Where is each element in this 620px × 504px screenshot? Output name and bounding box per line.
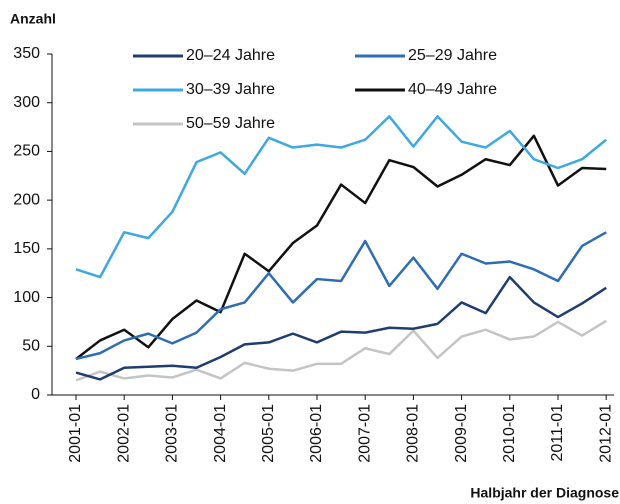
x-axis-title: Halbjahr der Diagnose xyxy=(470,485,619,501)
y-tick-label: 350 xyxy=(13,45,40,62)
legend-label: 40–49 Jahre xyxy=(408,81,497,98)
x-tick-label: 2012-01 xyxy=(597,404,614,463)
x-tick-label: 2001-01 xyxy=(67,404,84,463)
x-tick-label: 2002-01 xyxy=(115,404,132,463)
x-tick-label: 2008-01 xyxy=(405,404,422,463)
y-axis-title: Anzahl xyxy=(10,11,56,27)
y-tick-label: 300 xyxy=(13,94,40,111)
series-line xyxy=(75,231,607,361)
x-tick-label: 2007-01 xyxy=(356,404,373,463)
series-line xyxy=(75,319,607,382)
series-line xyxy=(75,134,607,360)
legend-label: 30–39 Jahre xyxy=(186,81,275,98)
y-tick-label: 0 xyxy=(31,386,40,403)
x-tick-label: 2010-01 xyxy=(501,404,518,463)
x-tick-label: 2004-01 xyxy=(212,404,229,463)
x-tick-label: 2009-01 xyxy=(453,404,470,463)
x-tick-label: 2011-01 xyxy=(549,404,566,462)
x-tick-label: 2003-01 xyxy=(164,404,181,463)
y-tick-label: 150 xyxy=(13,240,40,257)
x-tick-label: 2005-01 xyxy=(260,404,277,463)
x-tick-label: 2006-01 xyxy=(308,404,325,463)
legend-label: 25–29 Jahre xyxy=(408,47,497,64)
series-line xyxy=(75,115,607,279)
legend-label: 50–59 Jahre xyxy=(186,115,275,132)
y-tick-label: 100 xyxy=(13,289,40,306)
y-tick-label: 50 xyxy=(22,338,40,355)
legend-label: 20–24 Jahre xyxy=(186,47,275,64)
y-tick-label: 250 xyxy=(13,143,40,160)
series-line xyxy=(75,275,607,381)
y-tick-label: 200 xyxy=(13,191,40,208)
